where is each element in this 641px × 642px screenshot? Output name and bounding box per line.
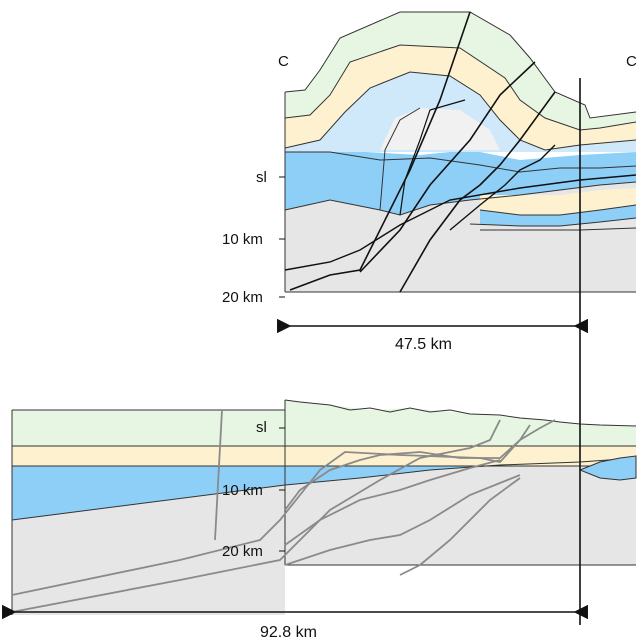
upper-depth-10-label: 10 km <box>222 231 263 248</box>
lower-width-label: 92.8 km <box>260 624 317 641</box>
horizon-1 <box>284 44 637 131</box>
restored-fault-6 <box>284 474 521 566</box>
lower-depth-10-label: 10 km <box>222 482 263 499</box>
lower-sea-level-label: sl <box>256 419 267 436</box>
upper-sea-level-label: sl <box>256 169 267 186</box>
horizon-5 <box>469 217 637 227</box>
sea-level-line <box>285 151 637 173</box>
upper-width-label: 47.5 km <box>395 336 452 353</box>
restored-top-surface <box>284 399 637 427</box>
restored-fault-2 <box>11 424 531 596</box>
section-label-left: C <box>278 53 289 70</box>
thrust-fault-2 <box>359 61 536 273</box>
decollement <box>284 174 637 271</box>
restored-right-structure <box>578 455 637 481</box>
horizon-4 <box>479 204 637 216</box>
deformed-section <box>284 11 637 293</box>
restored-fault-7 <box>399 477 521 576</box>
thrust-fault-1 <box>289 11 471 291</box>
restored-fault-5 <box>284 459 501 546</box>
thrust-fault-4 <box>449 144 556 231</box>
blue-band <box>285 152 636 215</box>
thrust-fault-6 <box>379 107 421 211</box>
right-tan-band <box>480 188 636 215</box>
top-surface <box>284 11 637 119</box>
thrust-fault-5 <box>399 99 466 216</box>
thrust-fault-3 <box>399 91 556 293</box>
restored-basement <box>12 458 636 615</box>
restored-blue-unit <box>12 458 636 520</box>
restored-fault-3 <box>11 419 501 613</box>
restored-fault-1 <box>214 409 223 541</box>
restored-section <box>11 399 637 615</box>
upper-depth-20-label: 20 km <box>222 289 263 306</box>
restored-fault-4 <box>284 419 556 511</box>
section-label-right: C <box>626 53 637 70</box>
restored-tan-unit <box>12 446 636 466</box>
restored-green-unit <box>12 400 636 446</box>
lower-depth-20-label: 20 km <box>222 543 263 560</box>
